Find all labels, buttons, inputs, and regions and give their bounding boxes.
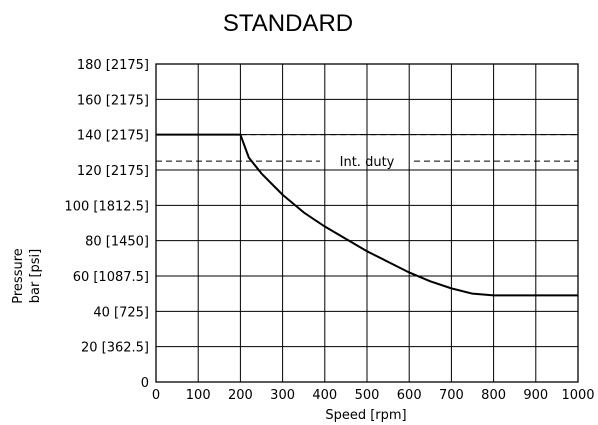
x-tick-label: 200 bbox=[228, 388, 253, 403]
x-tick-label: 700 bbox=[439, 388, 464, 403]
y-tick-label: 100 [1812.5] bbox=[64, 199, 149, 214]
x-axis-label: Speed [rpm] bbox=[325, 408, 406, 423]
plot-frame bbox=[155, 63, 579, 383]
y-tick-label: 160 [2175] bbox=[77, 93, 149, 108]
reference-lines: Int. duty bbox=[156, 134, 578, 170]
x-tick-label: 400 bbox=[312, 388, 337, 403]
y-axis-label-line1: Pressure bbox=[11, 248, 26, 304]
int-duty-label: Int. duty bbox=[340, 155, 395, 170]
y-tick-label: 180 [2175] bbox=[77, 58, 149, 73]
y-tick-label: 20 [362.5] bbox=[81, 341, 149, 356]
x-tick-labels: 0 100 200 300 400 500 600 700 800 900 1000 bbox=[152, 388, 595, 403]
y-tick-label: 140 [2175] bbox=[77, 129, 149, 144]
pressure-curve bbox=[156, 133, 578, 297]
x-tick-label: 1000 bbox=[561, 388, 594, 403]
x-tick-label: 0 bbox=[152, 388, 160, 403]
chart-title: STANDARD bbox=[223, 10, 353, 37]
x-tick-label: 900 bbox=[523, 388, 548, 403]
y-tick-labels: 0 20 [362.5] 40 [725] 60 [1087.5] 80 [1450] 1… bbox=[64, 58, 149, 391]
y-tick-label: 0 bbox=[141, 376, 149, 391]
grid bbox=[155, 63, 579, 383]
x-tick-label: 800 bbox=[481, 388, 506, 403]
y-tick-label: 40 [725] bbox=[93, 305, 149, 320]
y-tick-label: 120 [2175] bbox=[77, 164, 149, 179]
y-tick-label: 80 [1450] bbox=[85, 235, 149, 250]
x-tick-label: 500 bbox=[355, 388, 380, 403]
y-tick-label: 60 [1087.5] bbox=[73, 270, 149, 285]
x-tick-label: 100 bbox=[186, 388, 211, 403]
x-tick-label: 600 bbox=[397, 388, 422, 403]
y-axis-label-line2: bar [psi] bbox=[28, 249, 43, 303]
x-tick-label: 300 bbox=[270, 388, 295, 403]
series-layer bbox=[156, 133, 578, 297]
